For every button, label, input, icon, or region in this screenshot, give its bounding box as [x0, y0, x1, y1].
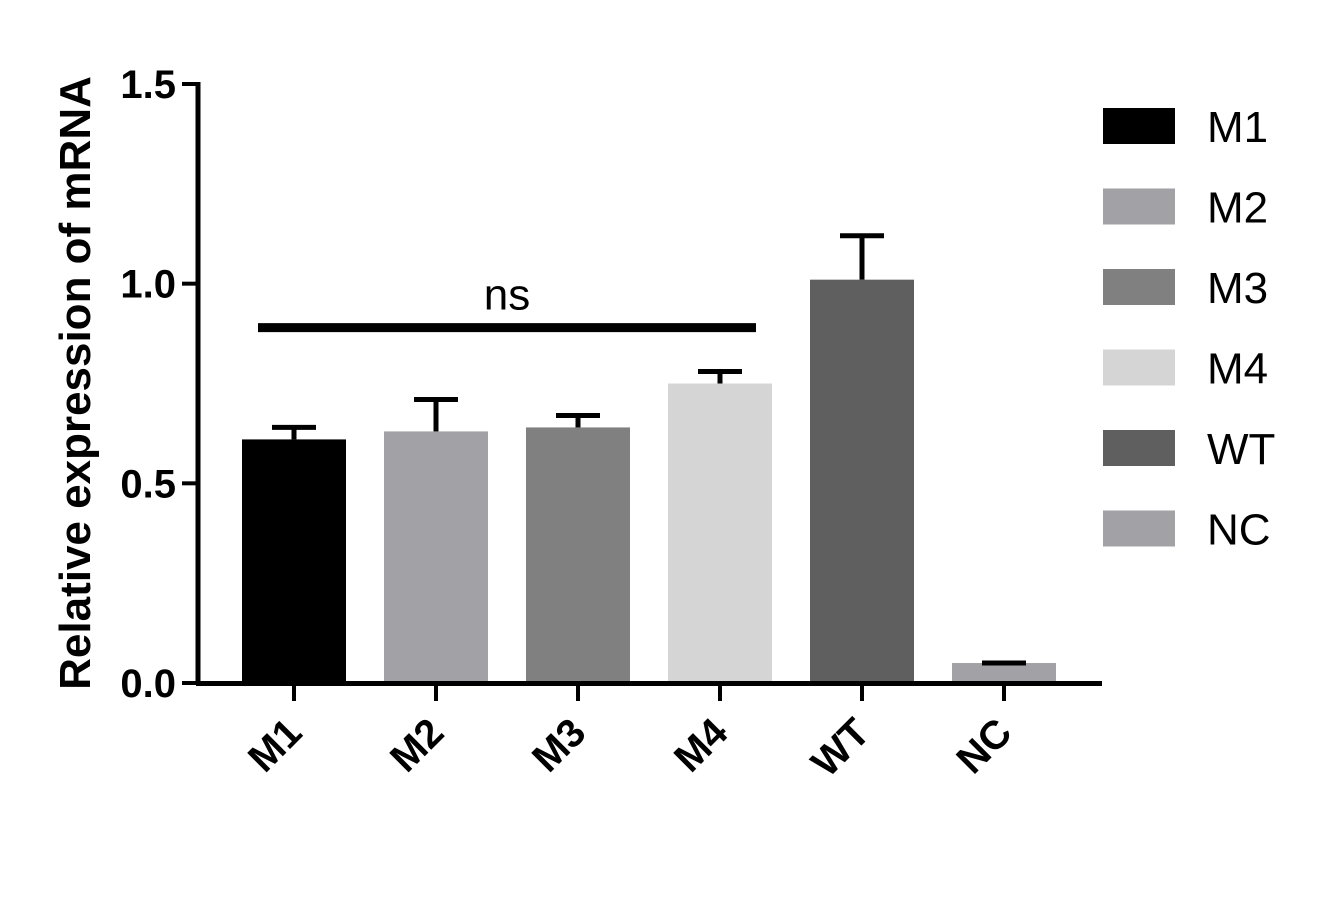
error-bar-m4	[698, 369, 742, 384]
bars-group	[242, 279, 1056, 683]
error-bar-m1	[272, 424, 316, 440]
legend-item-m1: M1	[1103, 103, 1268, 152]
legend-label: M4	[1207, 345, 1268, 394]
legend-swatch	[1103, 188, 1175, 225]
error-bar-m2	[414, 396, 458, 432]
legend-label: NC	[1207, 506, 1271, 555]
y-axis-ticks: 0.0 0.5 1.0 1.5	[120, 63, 198, 706]
bar-wt	[810, 279, 914, 683]
legend-label: WT	[1207, 425, 1275, 474]
legend-item-wt: WT	[1103, 425, 1275, 474]
x-tick-label-wt: WT	[803, 710, 878, 785]
legend-item-m4: M4	[1103, 345, 1268, 394]
y-axis-label: Relative expression of mRNA	[51, 76, 100, 690]
x-tick-label-m2: M2	[382, 710, 452, 780]
legend-item-nc: NC	[1103, 506, 1271, 555]
bar-nc	[952, 663, 1056, 683]
x-tick-label-nc: NC	[948, 710, 1020, 782]
y-tick-label: 1.5	[120, 63, 176, 107]
y-tick-label: 1.0	[120, 263, 176, 307]
x-axis-ticks: M1 M2 M3 M4 WT NC	[240, 683, 1020, 785]
error-bar-m3	[556, 412, 600, 428]
legend-item-m3: M3	[1103, 264, 1268, 313]
legend-swatch	[1103, 510, 1175, 547]
x-tick-label-m1: M1	[240, 710, 310, 780]
annotations-group: ns	[258, 271, 756, 333]
legend-swatch	[1103, 430, 1175, 466]
y-tick-label: 0.0	[120, 662, 176, 706]
legend-swatch	[1103, 269, 1175, 305]
legend: M1 M2 M3 M4 WT NC	[1103, 103, 1275, 555]
significance-label: ns	[484, 271, 530, 320]
x-tick-label-m4: M4	[666, 710, 737, 781]
bar-m4	[668, 383, 772, 683]
x-tick-label-m3: M3	[524, 710, 594, 780]
legend-swatch	[1103, 108, 1175, 144]
error-bar-wt	[840, 233, 884, 280]
legend-label: M3	[1207, 264, 1268, 313]
legend-label: M1	[1207, 103, 1268, 152]
bar-m1	[242, 439, 346, 683]
legend-item-m2: M2	[1103, 184, 1268, 233]
error-bars-group	[272, 233, 1026, 666]
bar-m3	[526, 427, 630, 683]
bar-m2	[384, 431, 488, 683]
legend-swatch	[1103, 349, 1175, 386]
y-tick-label: 0.5	[120, 462, 176, 506]
legend-label: M2	[1207, 184, 1268, 233]
